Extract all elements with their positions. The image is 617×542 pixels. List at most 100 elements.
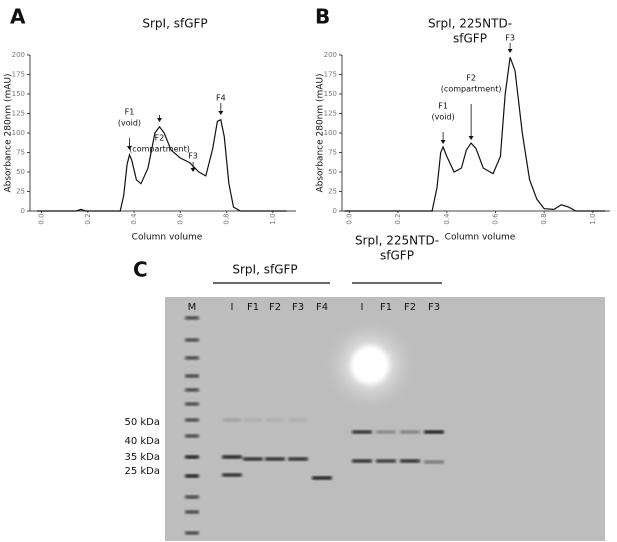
x-tick-label: 0.0 [38,213,46,224]
lane-label: F2 [269,302,281,313]
lane-label: I [361,302,364,313]
x-tick-label: 0.0 [345,213,353,224]
lane-label: F2 [404,302,416,313]
gel-band [266,418,284,422]
annotation: F2 [466,74,476,83]
gel-band [352,430,372,434]
annotation: F4 [216,94,226,103]
gel-band [185,434,199,438]
marker-label: 50 kDa [124,417,160,428]
panel-label: C [133,258,148,282]
lane-group-label: sfGFP [380,249,414,263]
gel-artifact [361,349,383,379]
gel-band [185,510,199,514]
panel-label: B [315,5,330,29]
y-tick-label: 175 [12,71,25,79]
y-tick-label: 200 [324,51,337,59]
y-tick-label: 75 [16,149,25,157]
gel-band [185,495,199,499]
gel-band [185,316,199,320]
gel-band [289,418,307,422]
arrow-head [157,118,163,122]
x-axis-label: Column volume [445,233,516,243]
x-tick-label: 0.4 [130,213,138,225]
y-tick-label: 100 [324,129,337,137]
y-tick-label: 150 [12,90,25,98]
gel-band [288,457,308,461]
gel-band [400,430,420,434]
gel-band [185,402,199,406]
gel-band [222,473,242,477]
gel-band [424,430,444,434]
gel-band [352,459,372,463]
gel-band [185,388,199,392]
lane-label: F3 [428,302,440,313]
y-tick-label: 150 [324,90,337,98]
y-tick-label: 50 [328,168,337,176]
annotation: (compartment) [129,145,190,154]
annotation: F3 [505,34,515,43]
x-tick-label: 1.0 [269,213,277,224]
gel-band [400,459,420,463]
annotation: F2 [155,134,165,143]
gel-band [223,418,241,422]
y-tick-label: 0 [21,207,25,215]
arrow-head [440,140,446,144]
gel-band [222,455,242,459]
annotation: (void) [432,113,455,122]
arrow-head [507,49,513,53]
line [344,57,606,212]
gel-band [376,459,396,463]
lane-group-label: SrpI, sfGFP [232,263,297,277]
x-axis-label: Column volume [132,233,203,243]
lane-label: M [188,302,197,313]
y-tick-label: 25 [328,188,337,196]
y-tick-label: 75 [328,149,337,157]
x-tick-label: 0.6 [491,213,499,225]
gel-band [185,455,199,459]
annotation: F1 [438,102,448,111]
y-axis-label: Absorbance 280nm (mAU) [4,73,14,192]
arrow-head [468,136,474,140]
gel-band [244,418,262,422]
y-tick-label: 175 [324,71,337,79]
marker-label: 35 kDa [124,452,160,463]
gel-band [312,476,332,480]
chart-title: sfGFP [453,32,487,46]
chart-title: SrpI, 225NTD- [428,17,512,31]
chart-title: SrpI, sfGFP [142,17,207,31]
line [36,118,287,212]
lane-label: F1 [247,302,259,313]
gel [165,297,605,541]
gel-band [185,356,199,360]
marker-label: 25 kDa [124,466,160,477]
arrow-head [218,111,224,115]
lane-label: I [231,302,234,313]
gel-band [185,418,199,422]
lane-label: F4 [316,302,328,313]
annotation: F1 [125,108,135,117]
x-tick-label: 0.8 [540,213,548,224]
lane-group-label: SrpI, 225NTD- [355,234,439,248]
y-tick-label: 100 [12,129,25,137]
lane-label: F1 [380,302,392,313]
arrow-head [190,168,196,172]
y-tick-label: 25 [16,188,25,196]
annotation: (compartment) [441,85,502,94]
gel-band [243,457,263,461]
gel-band [376,430,396,434]
gel-band [185,374,199,378]
gel-band [424,460,444,464]
marker-label: 40 kDa [124,436,160,447]
gel-band [185,474,199,478]
x-tick-label: 0.2 [394,213,402,224]
y-tick-label: 0 [333,207,337,215]
y-tick-label: 125 [324,110,337,118]
arrow-head [126,146,132,150]
panel-label: A [10,5,26,29]
x-tick-label: 0.8 [223,213,231,224]
x-tick-label: 0.2 [84,213,92,224]
x-tick-label: 0.4 [443,213,451,225]
gel-band [265,457,285,461]
